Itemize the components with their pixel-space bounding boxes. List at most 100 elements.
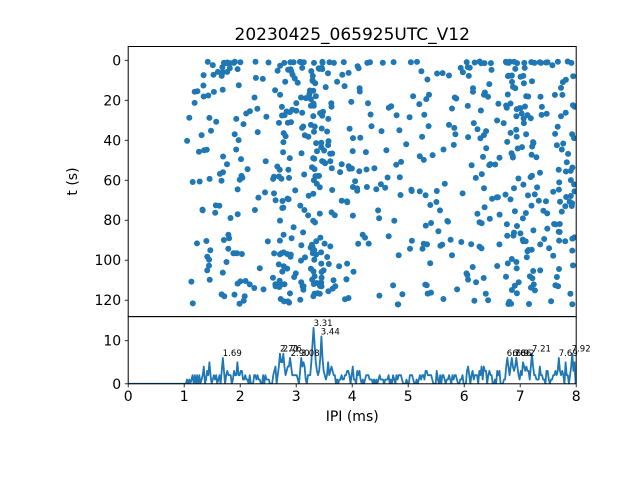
peak-annotation-label: 6.76 bbox=[507, 349, 526, 359]
scatter-point bbox=[509, 78, 515, 85]
scatter-point bbox=[571, 103, 577, 110]
scatter-point bbox=[513, 265, 520, 272]
scatter-point bbox=[280, 149, 287, 156]
scatter-point bbox=[445, 218, 451, 225]
scatter-point bbox=[300, 229, 307, 236]
scatter-point bbox=[227, 215, 234, 221]
scatter-point bbox=[478, 60, 485, 67]
scatter-point bbox=[377, 181, 384, 188]
scatter-point bbox=[276, 237, 283, 244]
scatter-point bbox=[537, 169, 543, 176]
scatter-point bbox=[534, 184, 541, 191]
scatter-point bbox=[293, 107, 300, 114]
scatter-point bbox=[216, 202, 223, 209]
scatter-point bbox=[342, 296, 348, 303]
scatter-point bbox=[316, 290, 323, 297]
scatter-point bbox=[505, 59, 512, 66]
scatter-point bbox=[376, 215, 383, 222]
scatter-point bbox=[481, 185, 487, 192]
scatter-point bbox=[326, 59, 333, 66]
scatter-point bbox=[198, 132, 205, 139]
scatter-point bbox=[367, 111, 374, 118]
scatter-point bbox=[553, 142, 560, 149]
scatter-point bbox=[571, 181, 577, 188]
scatter-point bbox=[391, 217, 398, 224]
scatter-point bbox=[282, 78, 289, 85]
scatter-point bbox=[305, 133, 312, 140]
scatter-point bbox=[365, 100, 371, 107]
scatter-point bbox=[508, 256, 515, 262]
scatter-point bbox=[408, 188, 415, 194]
scatter-point bbox=[465, 72, 472, 79]
scatter-point bbox=[503, 273, 509, 280]
scatter-point bbox=[271, 250, 278, 257]
scatter-point bbox=[562, 238, 569, 245]
scatter-point bbox=[511, 185, 517, 192]
scatter-point bbox=[231, 131, 238, 138]
scatter-point bbox=[338, 197, 345, 204]
scatter-point bbox=[570, 73, 577, 80]
scatter-point bbox=[350, 135, 356, 142]
scatter-point bbox=[441, 180, 448, 187]
scatter-point bbox=[563, 159, 570, 166]
scatter-point bbox=[262, 189, 268, 196]
scatter-point bbox=[517, 73, 524, 80]
scatter-point bbox=[394, 301, 401, 308]
scatter-point bbox=[287, 290, 293, 297]
scatter-point bbox=[337, 169, 344, 176]
scatter-point bbox=[199, 207, 206, 214]
scatter-point bbox=[297, 202, 304, 209]
scatter-point bbox=[286, 109, 293, 116]
x-tick-label: 7 bbox=[516, 389, 525, 405]
scatter-point bbox=[481, 204, 488, 211]
scatter-point bbox=[206, 175, 213, 182]
scatter-point bbox=[191, 99, 198, 106]
scatter-point bbox=[556, 266, 562, 272]
scatter-point bbox=[478, 220, 485, 227]
scatter-point bbox=[433, 188, 440, 194]
scatter-point bbox=[298, 94, 304, 101]
scatter-point bbox=[463, 59, 470, 66]
scatter-point bbox=[330, 59, 337, 66]
scatter-point bbox=[241, 293, 248, 300]
scatter-point bbox=[537, 93, 544, 100]
scatter-point bbox=[279, 198, 286, 204]
scatter-point bbox=[569, 235, 576, 242]
x-tick-label: 3 bbox=[292, 389, 301, 405]
scatter-point bbox=[259, 75, 266, 82]
scatter-point bbox=[543, 110, 550, 117]
scatter-point bbox=[233, 146, 240, 153]
scatter-point bbox=[508, 287, 515, 293]
scatter-point bbox=[216, 170, 223, 177]
scatter-point bbox=[277, 91, 284, 98]
scatter-point bbox=[310, 190, 317, 197]
scatter-point bbox=[300, 59, 307, 66]
scatter-point bbox=[500, 120, 507, 127]
scatter-point bbox=[512, 85, 519, 92]
scatter-point bbox=[440, 296, 447, 302]
scatter-point bbox=[302, 254, 308, 261]
y-tick-label-top: 0 bbox=[112, 53, 121, 69]
scatter-point bbox=[287, 253, 294, 260]
scatter-point bbox=[515, 279, 522, 286]
scatter-point bbox=[200, 82, 207, 89]
scatter-point bbox=[565, 150, 572, 157]
scatter-point bbox=[355, 65, 362, 72]
scatter-point bbox=[562, 109, 569, 116]
scatter-point bbox=[206, 256, 213, 263]
scatter-point bbox=[349, 212, 356, 219]
scatter-point bbox=[512, 65, 519, 72]
scatter-point bbox=[562, 168, 569, 175]
scatter-point bbox=[243, 110, 250, 117]
scatter-point bbox=[286, 155, 293, 162]
peak-annotation-label: 6.92 bbox=[516, 349, 535, 359]
scatter-point bbox=[363, 166, 370, 173]
scatter-point bbox=[558, 113, 564, 120]
histogram-panel-border bbox=[127, 316, 577, 385]
scatter-point bbox=[523, 131, 530, 138]
scatter-point bbox=[330, 277, 337, 284]
scatter-point bbox=[223, 259, 230, 265]
scatter-point bbox=[339, 71, 346, 78]
scatter-point bbox=[277, 62, 284, 69]
scatter-point bbox=[251, 94, 258, 101]
